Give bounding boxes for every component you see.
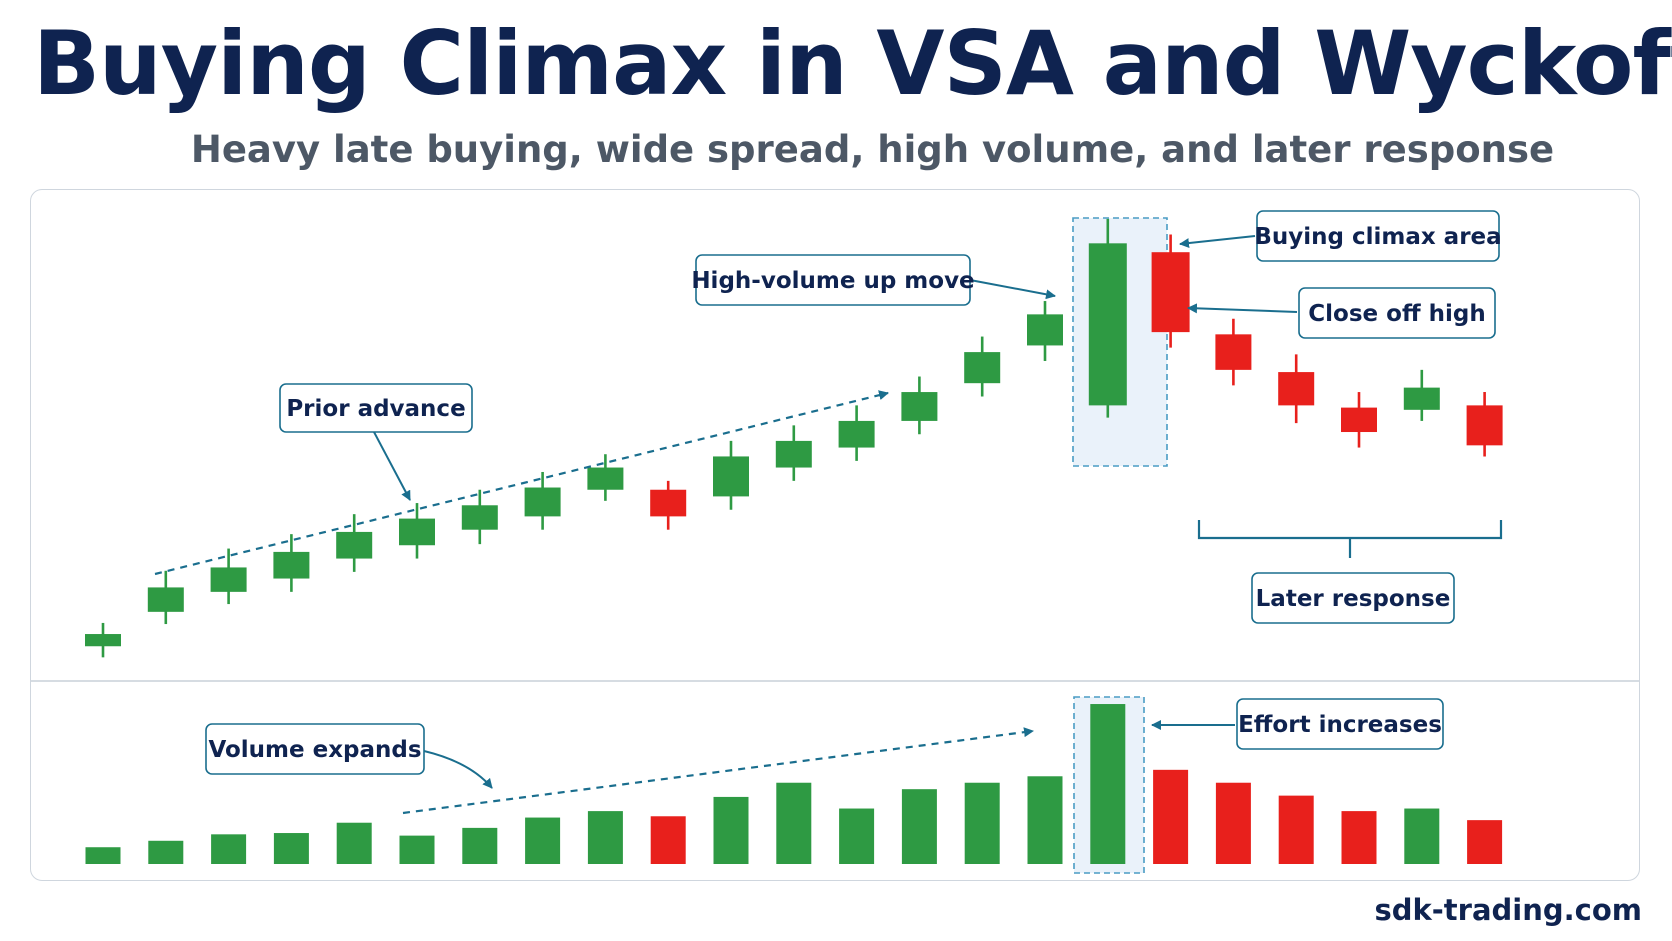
- volume-bar-6: [399, 835, 435, 864]
- volume-bar-22: [1404, 808, 1440, 864]
- candle-8: [524, 471, 561, 530]
- candle-body: [1341, 407, 1377, 433]
- candle-body: [1088, 243, 1127, 406]
- candle-10: [650, 480, 687, 530]
- high-volume-callout-arrow: [969, 279, 1056, 300]
- climax-area-callout-arrow: [1179, 235, 1256, 249]
- prior-advance-callout-arrow: [373, 431, 411, 501]
- svg-text:Later response: Later response: [1256, 586, 1451, 612]
- volume-bar-10: [650, 816, 686, 864]
- high-volume-up-move-label: High-volume up move: [691, 254, 975, 306]
- candle-body: [85, 634, 121, 647]
- candle-body: [901, 392, 938, 421]
- svg-text:Volume expands: Volume expands: [208, 737, 421, 763]
- volume-bar-18: [1153, 769, 1189, 864]
- volume-bar-3: [211, 834, 247, 864]
- effort-increases-label: Effort increases: [1236, 698, 1444, 750]
- volume-expands-callout-arrow: [423, 750, 493, 789]
- candle-body: [1027, 314, 1063, 346]
- candle-body: [210, 567, 247, 592]
- volume-bars-group: [85, 704, 1503, 864]
- candle-body: [524, 487, 561, 517]
- candle-body: [147, 587, 184, 612]
- buying-climax-area-label: Buying climax area: [1254, 210, 1502, 262]
- candle-body: [713, 456, 749, 497]
- volume-bar-13: [839, 808, 875, 864]
- candle-body: [775, 440, 812, 468]
- svg-text:Close off high: Close off high: [1308, 301, 1485, 327]
- prior-advance-label: Prior advance: [279, 383, 473, 433]
- candle-3: [210, 548, 247, 605]
- volume-bar-19: [1215, 782, 1251, 864]
- volume-bar-9: [587, 811, 623, 864]
- candle-body: [650, 489, 687, 517]
- candle-6: [399, 503, 435, 559]
- volume-bar-11: [713, 796, 749, 864]
- candle-body: [1466, 405, 1503, 446]
- volume-bar-1: [85, 847, 121, 864]
- candle-body: [1403, 387, 1440, 410]
- volume-bar-21: [1341, 811, 1377, 864]
- volume-bar-16: [1027, 776, 1063, 864]
- candle-body: [273, 551, 310, 579]
- volume-bar-8: [525, 817, 561, 864]
- prior-advance-trend-arrow: [154, 390, 889, 576]
- candle-body: [399, 518, 435, 546]
- candle-4: [273, 534, 310, 592]
- candle-14: [901, 376, 938, 435]
- candle-7: [461, 489, 498, 545]
- svg-text:Prior advance: Prior advance: [286, 396, 465, 422]
- candle-body: [587, 467, 624, 490]
- svg-text:High-volume up move: High-volume up move: [691, 268, 974, 294]
- page-subtitle: Heavy late buying, wide spread, high vol…: [190, 128, 1555, 171]
- candle-1: [85, 622, 121, 658]
- volume-bar-20: [1278, 795, 1314, 864]
- later-response-bracket: [1197, 520, 1503, 558]
- page-title: Buying Climax in VSA and Wyckoff: [32, 12, 1672, 115]
- candle-body: [461, 505, 498, 530]
- close-off-high-label: Close off high: [1298, 287, 1496, 339]
- svg-text:Buying climax area: Buying climax area: [1254, 224, 1501, 250]
- volume-expands-label: Volume expands: [205, 723, 425, 775]
- candle-16: [1027, 301, 1063, 361]
- volume-bar-5: [336, 822, 372, 864]
- volume-bar-23: [1467, 820, 1503, 864]
- candle-body: [964, 352, 1001, 384]
- candle-20: [1278, 354, 1315, 424]
- candle-19: [1215, 318, 1252, 386]
- close-off-high-callout-arrow: [1187, 303, 1298, 314]
- candle-2: [147, 570, 184, 625]
- candle-body: [1215, 334, 1252, 370]
- volume-bar-7: [462, 827, 498, 864]
- svg-text:Effort increases: Effort increases: [1238, 712, 1442, 738]
- volume-bar-4: [273, 833, 309, 864]
- candle-body: [1151, 252, 1190, 333]
- site-footer: sdk-trading.com: [1374, 893, 1642, 927]
- candle-18: [1151, 234, 1190, 348]
- later-response-label: Later response: [1251, 572, 1455, 624]
- candle-21: [1341, 392, 1377, 448]
- volume-bar-14: [901, 789, 937, 864]
- candle-12: [775, 425, 812, 481]
- candle-11: [713, 440, 749, 510]
- candle-body: [838, 420, 875, 448]
- candle-22: [1403, 369, 1440, 421]
- candles-group: [85, 218, 1503, 658]
- candle-body: [1278, 372, 1315, 406]
- volume-bar-15: [964, 782, 1000, 864]
- volume-trend-arrow: [402, 727, 1034, 815]
- candle-23: [1466, 392, 1503, 457]
- candle-17: [1088, 218, 1127, 418]
- candle-5: [336, 514, 373, 572]
- candle-9: [587, 454, 624, 501]
- volume-bar-2: [148, 840, 184, 864]
- volume-bar-12: [776, 782, 812, 864]
- candle-body: [336, 531, 373, 559]
- candle-13: [838, 405, 875, 461]
- candle-15: [964, 336, 1001, 397]
- volume-bar-17: [1090, 704, 1126, 864]
